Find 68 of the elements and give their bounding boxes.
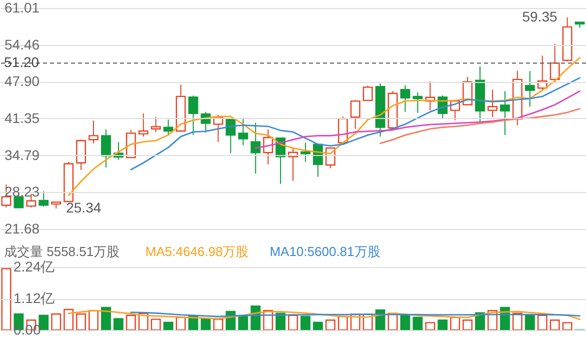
text: MA10:5600.81万股 (270, 244, 380, 259)
bar (51, 313, 62, 331)
bar (213, 318, 224, 331)
candlestick (250, 122, 261, 174)
candlestick (101, 128, 111, 168)
candlestick (238, 117, 248, 146)
line-series (130, 77, 580, 170)
bar (76, 313, 86, 331)
candlestick (500, 90, 510, 136)
candlestick (488, 89, 498, 118)
bar (64, 308, 74, 331)
y-tick-label: 21.68 (4, 220, 40, 236)
candlestick (350, 100, 360, 130)
y-tick-label: 1.12亿 (14, 290, 55, 306)
bar (537, 314, 548, 331)
bar (550, 320, 560, 331)
bar (163, 322, 174, 331)
bar (38, 314, 49, 331)
candlestick (550, 43, 560, 84)
line-series (68, 310, 580, 320)
bar (312, 322, 323, 331)
y-tick-label: 61.01 (4, 0, 40, 16)
bar (512, 312, 522, 331)
bar (524, 314, 535, 331)
ref-line-label: 51.20 (4, 54, 40, 70)
bar (300, 316, 310, 331)
candlestick (524, 70, 535, 108)
bar (400, 314, 410, 331)
bar (238, 315, 248, 331)
bar (150, 318, 161, 331)
candlestick (138, 112, 148, 138)
bar (412, 316, 423, 331)
y-tick-label: 28.23 (4, 184, 40, 200)
candlestick (188, 94, 198, 136)
bar (126, 314, 136, 331)
candlestick (88, 120, 98, 144)
bar (462, 320, 473, 331)
bar (88, 310, 98, 331)
bar (562, 322, 572, 331)
candlestick (362, 85, 373, 102)
annotation: 59.35 (522, 8, 558, 24)
bar (176, 316, 186, 331)
candlestick (38, 190, 49, 208)
y-tick-label: 54.46 (4, 36, 40, 52)
line-series (380, 108, 580, 144)
bar (475, 312, 485, 331)
candlestick (76, 139, 86, 170)
y-tick-label: 47.90 (4, 73, 40, 90)
bar (438, 320, 448, 331)
bar (450, 316, 460, 331)
line-series (68, 57, 580, 196)
bar (325, 320, 336, 331)
candlestick (150, 116, 161, 132)
y-tick-label: 41.35 (4, 110, 40, 126)
bar (288, 314, 298, 331)
candlestick (300, 142, 310, 162)
candlestick (226, 118, 236, 154)
y-tick-label: 2.24亿 (14, 258, 55, 274)
annotation: 25.34 (66, 199, 102, 216)
candlestick (412, 92, 423, 114)
y-tick-label: 34.79 (4, 146, 40, 163)
candlestick (163, 119, 174, 136)
bar (101, 306, 111, 331)
series-label: 成交量 5558.51万股 (4, 244, 120, 259)
bar (425, 322, 436, 331)
bar (113, 318, 124, 331)
text: MA5:4646.98万股 (145, 244, 249, 259)
candlestick (400, 84, 410, 112)
